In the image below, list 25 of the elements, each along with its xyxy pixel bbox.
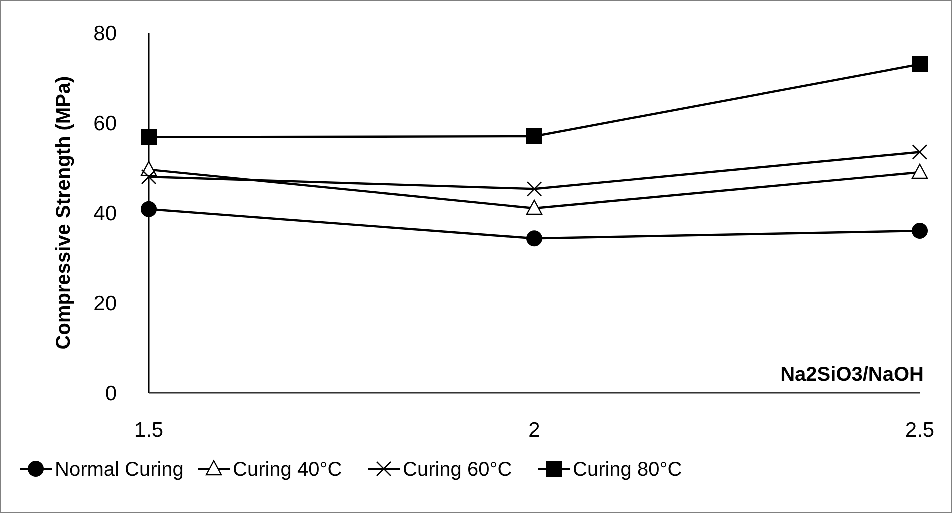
point (526, 200, 543, 216)
y-tick-label: 80 (94, 22, 117, 46)
y-tick-label: 20 (94, 292, 117, 316)
point (141, 169, 157, 185)
point (141, 129, 157, 146)
legend-label: Curing 60°C (403, 459, 512, 481)
point (526, 230, 542, 247)
legend-label: Normal Curing (55, 459, 184, 481)
y-tick-label: 0 (105, 382, 117, 406)
point (912, 56, 928, 72)
point (912, 223, 928, 239)
x-tick-label: 2 (528, 419, 540, 442)
x-axis-title: Na2SiO3/NaOH (780, 364, 924, 386)
legend-label: Curing 40°C (233, 459, 342, 481)
x-tick-label: 1.5 (134, 419, 164, 442)
x-tick-label: 2.5 (905, 419, 935, 442)
point (526, 128, 542, 144)
y-axis-title: Compressive Strength (MPa) (53, 76, 75, 350)
y-tick-label: 40 (94, 202, 117, 226)
legend-label: Curing 80°C (573, 459, 682, 481)
point (526, 182, 542, 197)
point (912, 144, 928, 160)
y-tick-label: 60 (94, 112, 117, 136)
point (141, 201, 157, 218)
point (912, 164, 928, 180)
